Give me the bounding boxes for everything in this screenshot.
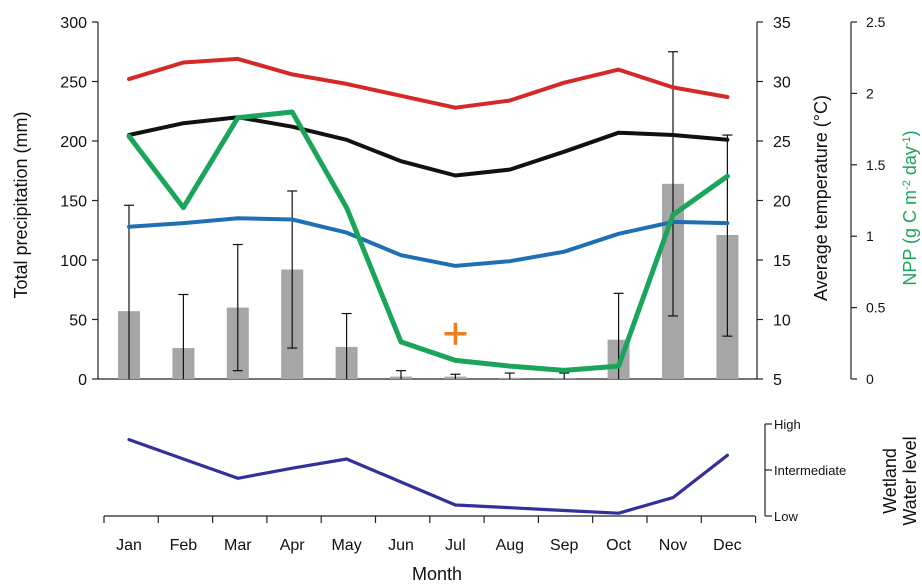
temperature-tick-label: 30 xyxy=(773,75,791,92)
temperature-tick-label: 20 xyxy=(773,194,791,211)
orange-plus-marker xyxy=(444,322,467,345)
temperature-tick-label: 35 xyxy=(773,15,791,32)
water-level-low: Low xyxy=(774,509,798,524)
left-tick-label: 200 xyxy=(60,134,87,151)
water-level-title-line2: Water level xyxy=(900,436,920,525)
left-tick-label: 50 xyxy=(69,313,87,330)
max-temperature-line xyxy=(127,56,730,110)
month-label-sep: Sep xyxy=(550,537,579,554)
npp-tick-label: 2 xyxy=(866,85,874,101)
npp-tick-label: 1.5 xyxy=(866,157,886,173)
left-axis-title: Total precipitation (mm) xyxy=(11,111,31,298)
npp-axis-title: NPP (g C m-2 day-1) xyxy=(900,130,920,285)
month-label-apr: Apr xyxy=(280,537,306,554)
month-label-mar: Mar xyxy=(224,537,252,554)
month-label-aug: Aug xyxy=(496,537,524,554)
min-temperature-line xyxy=(127,216,730,268)
month-label-dec: Dec xyxy=(713,537,741,554)
left-tick-label: 250 xyxy=(60,75,87,92)
left-tick-label: 150 xyxy=(60,194,87,211)
precipitation-error-bars xyxy=(124,51,733,379)
x-axis-title: Month xyxy=(412,564,462,584)
npp-tick-label: 2.5 xyxy=(866,14,886,30)
left-tick-label: 300 xyxy=(60,15,87,32)
water-level-line xyxy=(127,438,730,515)
month-label-jun: Jun xyxy=(388,537,414,554)
month-label-jan: Jan xyxy=(116,537,142,554)
month-label-nov: Nov xyxy=(659,537,687,554)
temperature-axis-title: Average temperature (°C) xyxy=(811,95,831,301)
water-level-high: High xyxy=(774,417,801,432)
temperature-tick-label: 15 xyxy=(773,253,791,270)
temperature-tick-label: 25 xyxy=(773,134,791,151)
water-level-title-line1: Wetland xyxy=(880,448,900,514)
water-level-ticks: Low Intermediate High xyxy=(765,417,846,524)
npp-line xyxy=(126,109,730,373)
left-tick-label: 100 xyxy=(60,253,87,270)
month-label-may: May xyxy=(331,537,361,554)
bottom-panel-axes xyxy=(104,424,766,517)
mean-temperature-line xyxy=(127,115,730,178)
left-tick-label: 0 xyxy=(78,372,87,389)
series-lines xyxy=(126,56,730,373)
npp-axis-ticks: 0 0.5 1 1.5 2 2.5 xyxy=(851,14,886,387)
temperature-tick-label: 10 xyxy=(773,313,791,330)
temperature-tick-label: 5 xyxy=(773,372,782,389)
water-level-series xyxy=(127,438,730,515)
month-label-oct: Oct xyxy=(606,537,631,554)
month-ticks: Jan Feb Mar Apr May Jun Jul Aug Sep Oct Nov Dec xyxy=(103,516,757,554)
npp-tick-label: 1 xyxy=(866,228,874,244)
npp-tick-label: 0 xyxy=(866,371,874,387)
month-label-feb: Feb xyxy=(170,537,198,554)
month-label-jul: Jul xyxy=(445,537,465,554)
temperature-axis-ticks: 5 10 15 20 25 30 35 xyxy=(757,15,791,389)
water-level-intermediate: Intermediate xyxy=(774,463,846,478)
left-axis-ticks: 0 50 100 150 200 250 300 xyxy=(60,15,98,389)
npp-tick-label: 0.5 xyxy=(866,300,886,316)
